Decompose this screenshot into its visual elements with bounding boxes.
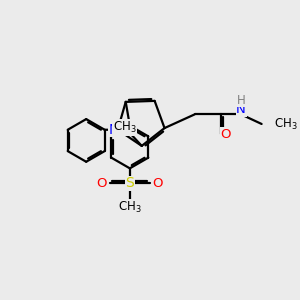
- Text: N: N: [236, 103, 246, 116]
- Text: O: O: [97, 177, 107, 190]
- Text: O: O: [220, 128, 231, 141]
- Text: H: H: [237, 94, 245, 107]
- Text: N: N: [109, 123, 119, 137]
- Text: O: O: [152, 177, 163, 190]
- Text: S: S: [125, 176, 134, 190]
- Text: CH$_3$: CH$_3$: [274, 116, 298, 131]
- Text: CH$_3$: CH$_3$: [113, 120, 136, 135]
- Text: CH$_3$: CH$_3$: [118, 200, 142, 215]
